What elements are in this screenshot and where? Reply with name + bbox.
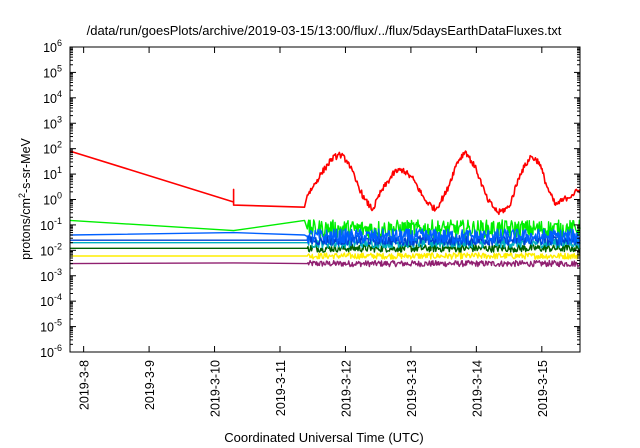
series-line-6	[70, 252, 581, 260]
y-axis-label-suffix: -s-sr-MeV	[19, 137, 33, 193]
y-tick-label: 101	[43, 165, 62, 182]
series-line-5	[70, 243, 581, 253]
x-tick-label: 2019-3-9	[143, 360, 157, 410]
x-tick-label: 2019-3-14	[470, 360, 484, 417]
y-tick-label: 10-2	[40, 241, 62, 258]
y-tick-label: 100	[43, 191, 62, 208]
y-tick-label: 102	[43, 140, 62, 157]
axis-layer: 10-6 10-5 10-4 10-3 10-2 10-1 100 101 102 103 104 1…	[40, 38, 580, 417]
plot-frame	[69, 46, 581, 353]
series-line-1	[69, 219, 581, 239]
y-tick-label: 105	[43, 63, 62, 80]
series-line-7	[69, 259, 581, 268]
chart-title: /data/run/goesPlots/archive/2019-03-15/1…	[87, 23, 562, 38]
series-line-2	[69, 228, 581, 245]
y-tick-label: 10-3	[40, 267, 62, 284]
y-tick-label: 10-4	[40, 292, 62, 309]
x-tick-label: 2019-3-12	[340, 360, 354, 417]
y-tick-label: 106	[43, 38, 62, 55]
x-axis-label: Coordinated Universal Time (UTC)	[224, 430, 423, 445]
y-tick-label: 10-6	[40, 343, 62, 360]
y-tick-label: 10-1	[40, 216, 62, 233]
y-tick-label: 10-5	[40, 318, 62, 335]
y-axis-label-superscript: 2	[17, 193, 27, 198]
series-line-0	[69, 150, 581, 216]
y-axis-label: protons/cm2-s-sr-MeV	[17, 137, 33, 259]
y-tick-label: 104	[43, 89, 62, 106]
x-tick-label: 2019-3-11	[274, 360, 288, 416]
x-tick-label: 2019-3-10	[209, 360, 223, 417]
x-tick-label: 2019-3-13	[405, 360, 419, 417]
y-tick-label: 103	[43, 114, 62, 131]
y-axis-label-prefix: protons/cm	[19, 198, 33, 260]
series-layer	[69, 150, 581, 268]
x-tick-label: 2019-3-8	[78, 360, 92, 410]
x-tick-label: 2019-3-15	[536, 360, 550, 417]
